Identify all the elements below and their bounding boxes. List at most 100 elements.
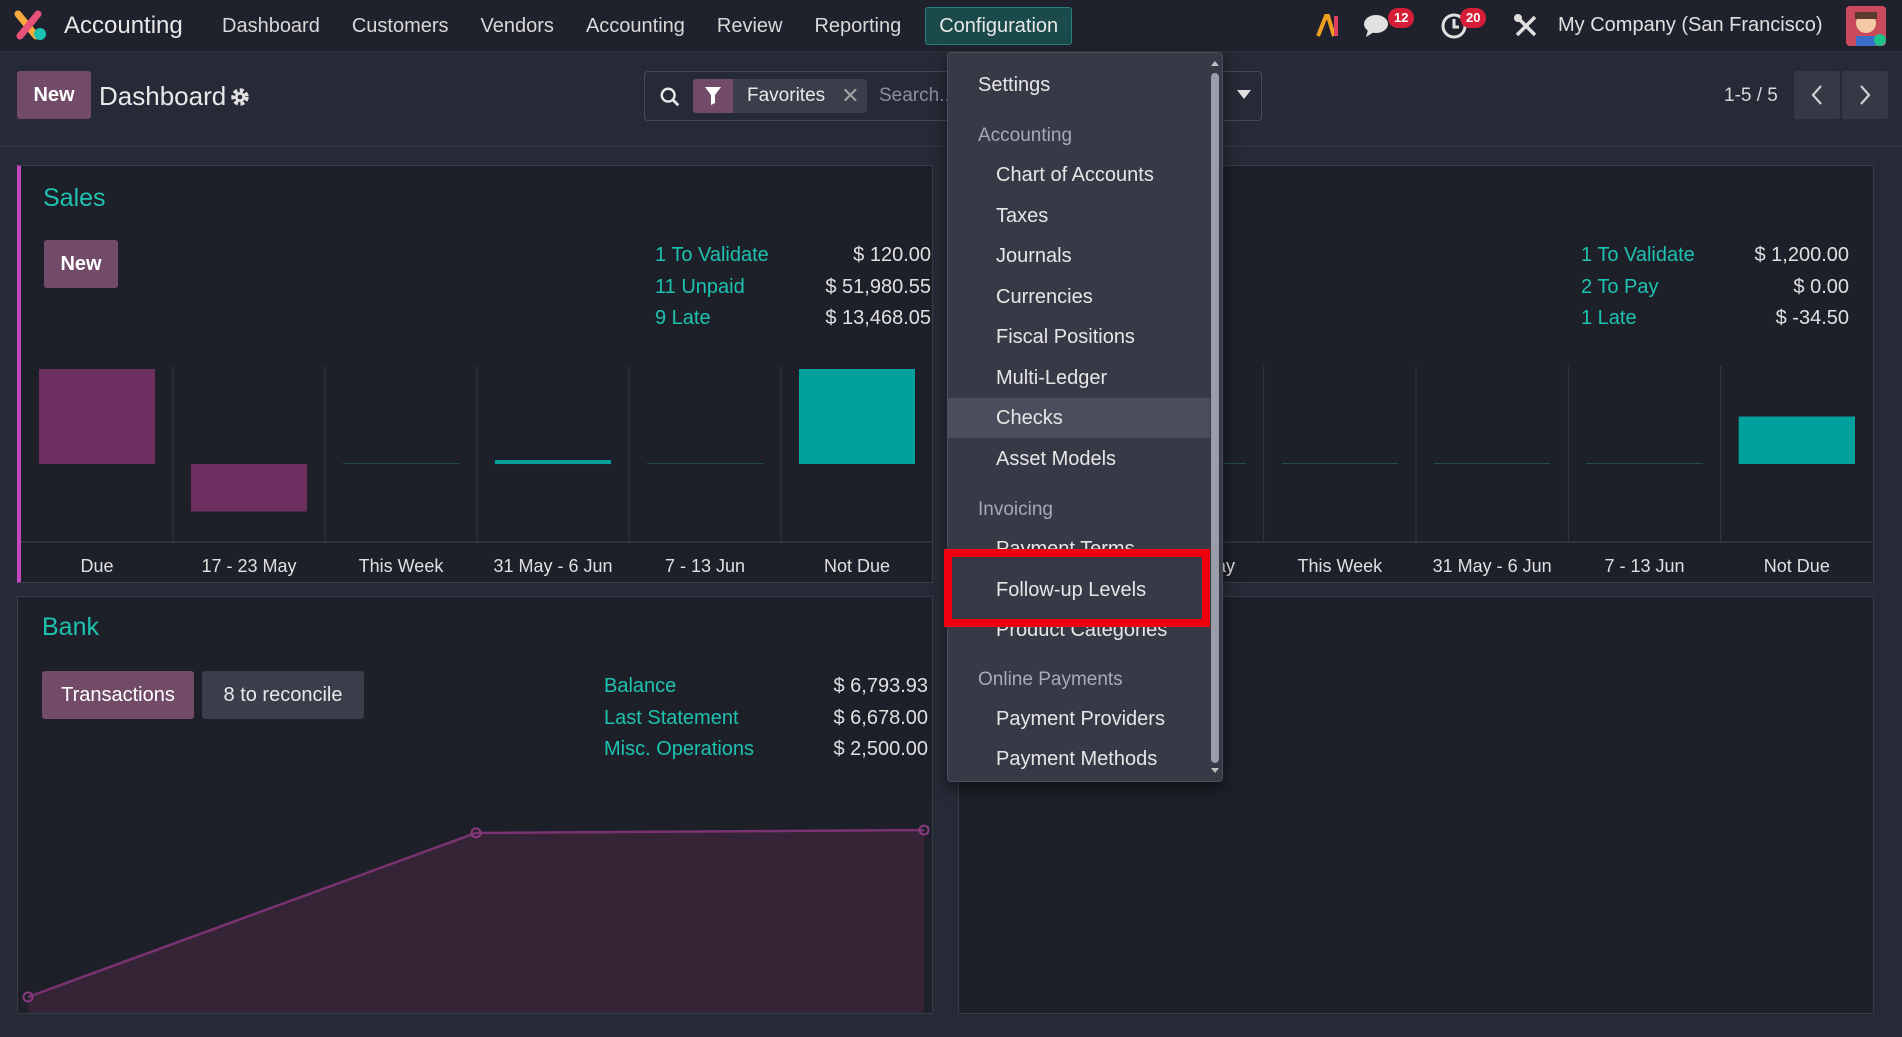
balance-label[interactable]: Balance — [604, 675, 677, 697]
remove-facet-icon[interactable]: ✕ — [841, 83, 860, 108]
x-tick-label: Not Due — [824, 556, 890, 576]
scroll-up-icon[interactable] — [1210, 59, 1220, 67]
stat-value: $ 2,500.00 — [833, 738, 928, 760]
x-tick-label: Due — [80, 556, 113, 576]
menu-item-journals[interactable]: Journals — [996, 245, 1072, 267]
card-title[interactable]: Bank — [42, 613, 99, 641]
menu-item-payment-providers[interactable]: Payment Providers — [996, 708, 1165, 730]
menu-item-asset-models[interactable]: Asset Models — [996, 448, 1117, 470]
menu-item-currencies[interactable]: Currencies — [996, 286, 1093, 308]
misc-operations-link[interactable]: Misc. Operations — [604, 738, 755, 760]
messages-icon[interactable] — [1362, 10, 1394, 42]
bar-0-4[interactable] — [647, 463, 763, 464]
top-navbar: Accounting Dashboard Customers Vendors A… — [0, 0, 1902, 52]
app-logo-icon[interactable] — [14, 10, 48, 42]
main-menu: Dashboard Customers Vendors Accounting R… — [206, 0, 1073, 52]
x-tick-label: Not Due — [1764, 556, 1830, 576]
dropdown-scroll-thumb[interactable] — [1211, 73, 1219, 763]
menu-vendors[interactable]: Vendors — [480, 15, 554, 37]
stat-value: $ 120.00 — [853, 244, 931, 266]
dropdown-scrollbar[interactable] — [1210, 59, 1220, 775]
search-options-toggle-icon[interactable] — [1237, 90, 1251, 99]
bank-journal-card: Bank Transactions 8 to reconcile Balance… — [17, 596, 933, 1014]
ai-assistant-icon[interactable] — [1314, 10, 1346, 42]
bar-1-3[interactable] — [1434, 463, 1551, 464]
stat-to-pay-link[interactable]: 2 To Pay — [1581, 276, 1659, 298]
facet-label: Favorites — [747, 85, 826, 106]
highlight-annotation-box — [944, 549, 1210, 627]
bar-0-3[interactable] — [495, 460, 611, 465]
balance-area — [28, 830, 924, 1013]
menu-review[interactable]: Review — [716, 15, 783, 37]
bar-0-5[interactable] — [799, 369, 915, 464]
menu-item-fiscal-positions[interactable]: Fiscal Positions — [996, 326, 1135, 348]
stat-value: $ 6,793.93 — [833, 675, 928, 697]
x-tick-label: 31 May - 6 Jun — [1433, 556, 1552, 576]
stat-to-validate-link[interactable]: 1 To Validate — [1581, 244, 1695, 266]
stat-value: $ 6,678.00 — [833, 707, 928, 729]
balance-point-1[interactable] — [470, 827, 482, 839]
search-icon[interactable] — [659, 86, 681, 108]
menu-item-multi-ledger[interactable]: Multi-Ledger — [996, 367, 1108, 389]
last-statement-link[interactable]: Last Statement — [604, 707, 739, 729]
pager-value[interactable]: 1-5 / 5 — [1724, 85, 1778, 106]
pager-previous-button[interactable] — [1794, 71, 1840, 119]
activities-badge: 20 — [1460, 8, 1487, 28]
menu-configuration[interactable]: Configuration — [925, 7, 1073, 45]
x-tick-label: 7 - 13 Jun — [1604, 556, 1684, 576]
x-tick-label: 31 May - 6 Jun — [493, 556, 612, 576]
new-button[interactable]: New — [17, 71, 91, 119]
chevron-right-icon — [1860, 85, 1871, 105]
configuration-dropdown-menu: Settings Accounting Chart of Accounts Ta… — [947, 52, 1223, 782]
sales-new-button[interactable]: New — [44, 240, 118, 288]
menu-reporting[interactable]: Reporting — [814, 15, 902, 37]
section-header-accounting: Accounting — [978, 125, 1073, 146]
user-avatar-icon — [1846, 6, 1886, 46]
bar-0-0[interactable] — [39, 369, 155, 464]
menu-item-taxes[interactable]: Taxes — [996, 205, 1049, 227]
stat-value: $ 51,980.55 — [825, 276, 931, 298]
balance-point-0[interactable] — [22, 991, 34, 1003]
reconcile-button[interactable]: 8 to reconcile — [202, 671, 364, 719]
bar-0-2[interactable] — [343, 463, 459, 464]
transactions-button[interactable]: Transactions — [42, 671, 194, 719]
page-title: Dashboard — [99, 81, 227, 111]
balance-line — [27, 828, 925, 999]
search-input[interactable]: Search... — [879, 85, 956, 106]
chevron-left-icon — [1811, 85, 1822, 105]
pager-next-button[interactable] — [1842, 71, 1888, 119]
filter-icon — [693, 79, 733, 113]
bar-1-5[interactable] — [1738, 416, 1855, 465]
menu-accounting[interactable]: Accounting — [585, 15, 685, 37]
company-switcher[interactable]: My Company (San Francisco) — [1558, 14, 1823, 36]
section-header-online-payments: Online Payments — [978, 669, 1123, 690]
menu-item-settings[interactable]: Settings — [978, 74, 1051, 96]
scroll-down-icon[interactable] — [1210, 767, 1220, 775]
menu-dashboard[interactable]: Dashboard — [222, 15, 320, 37]
search-facet-favorites: Favorites ✕ — [693, 79, 868, 113]
bar-0-1[interactable] — [191, 464, 307, 512]
sales-aged-bar-chart[interactable]: Due 17 - 23 May This Week 31 May - 6 Jun 7 -… — [21, 356, 933, 582]
debug-tools-icon[interactable] — [1510, 10, 1542, 42]
bar-1-2[interactable] — [1281, 463, 1398, 464]
user-avatar[interactable] — [1846, 6, 1886, 46]
card-title[interactable]: Sales — [43, 184, 106, 212]
menu-item-follow-up-levels[interactable]: Follow-up Levels — [996, 579, 1147, 601]
app-name[interactable]: Accounting — [64, 12, 183, 39]
stat-to-validate-link[interactable]: 1 To Validate — [655, 244, 769, 266]
menu-item-chart-of-accounts[interactable]: Chart of Accounts — [996, 164, 1154, 186]
menu-item-checks[interactable]: Checks — [948, 398, 1210, 438]
stat-late-link[interactable]: 1 Late — [1581, 307, 1637, 329]
bar-1-4[interactable] — [1586, 463, 1703, 464]
menu-item-payment-methods[interactable]: Payment Methods — [996, 748, 1158, 770]
gear-icon[interactable] — [229, 86, 251, 108]
menu-customers[interactable]: Customers — [351, 15, 449, 37]
stat-late-link[interactable]: 9 Late — [655, 307, 711, 329]
balance-point-2[interactable] — [918, 824, 930, 836]
stat-unpaid-link[interactable]: 11 Unpaid — [655, 276, 745, 298]
messages-badge: 12 — [1388, 8, 1415, 28]
bank-balance-line-chart[interactable] — [18, 787, 932, 1013]
section-header-invoicing: Invoicing — [978, 499, 1053, 520]
x-tick-label: 7 - 13 Jun — [665, 556, 745, 576]
stat-value: $ -34.50 — [1775, 307, 1849, 329]
